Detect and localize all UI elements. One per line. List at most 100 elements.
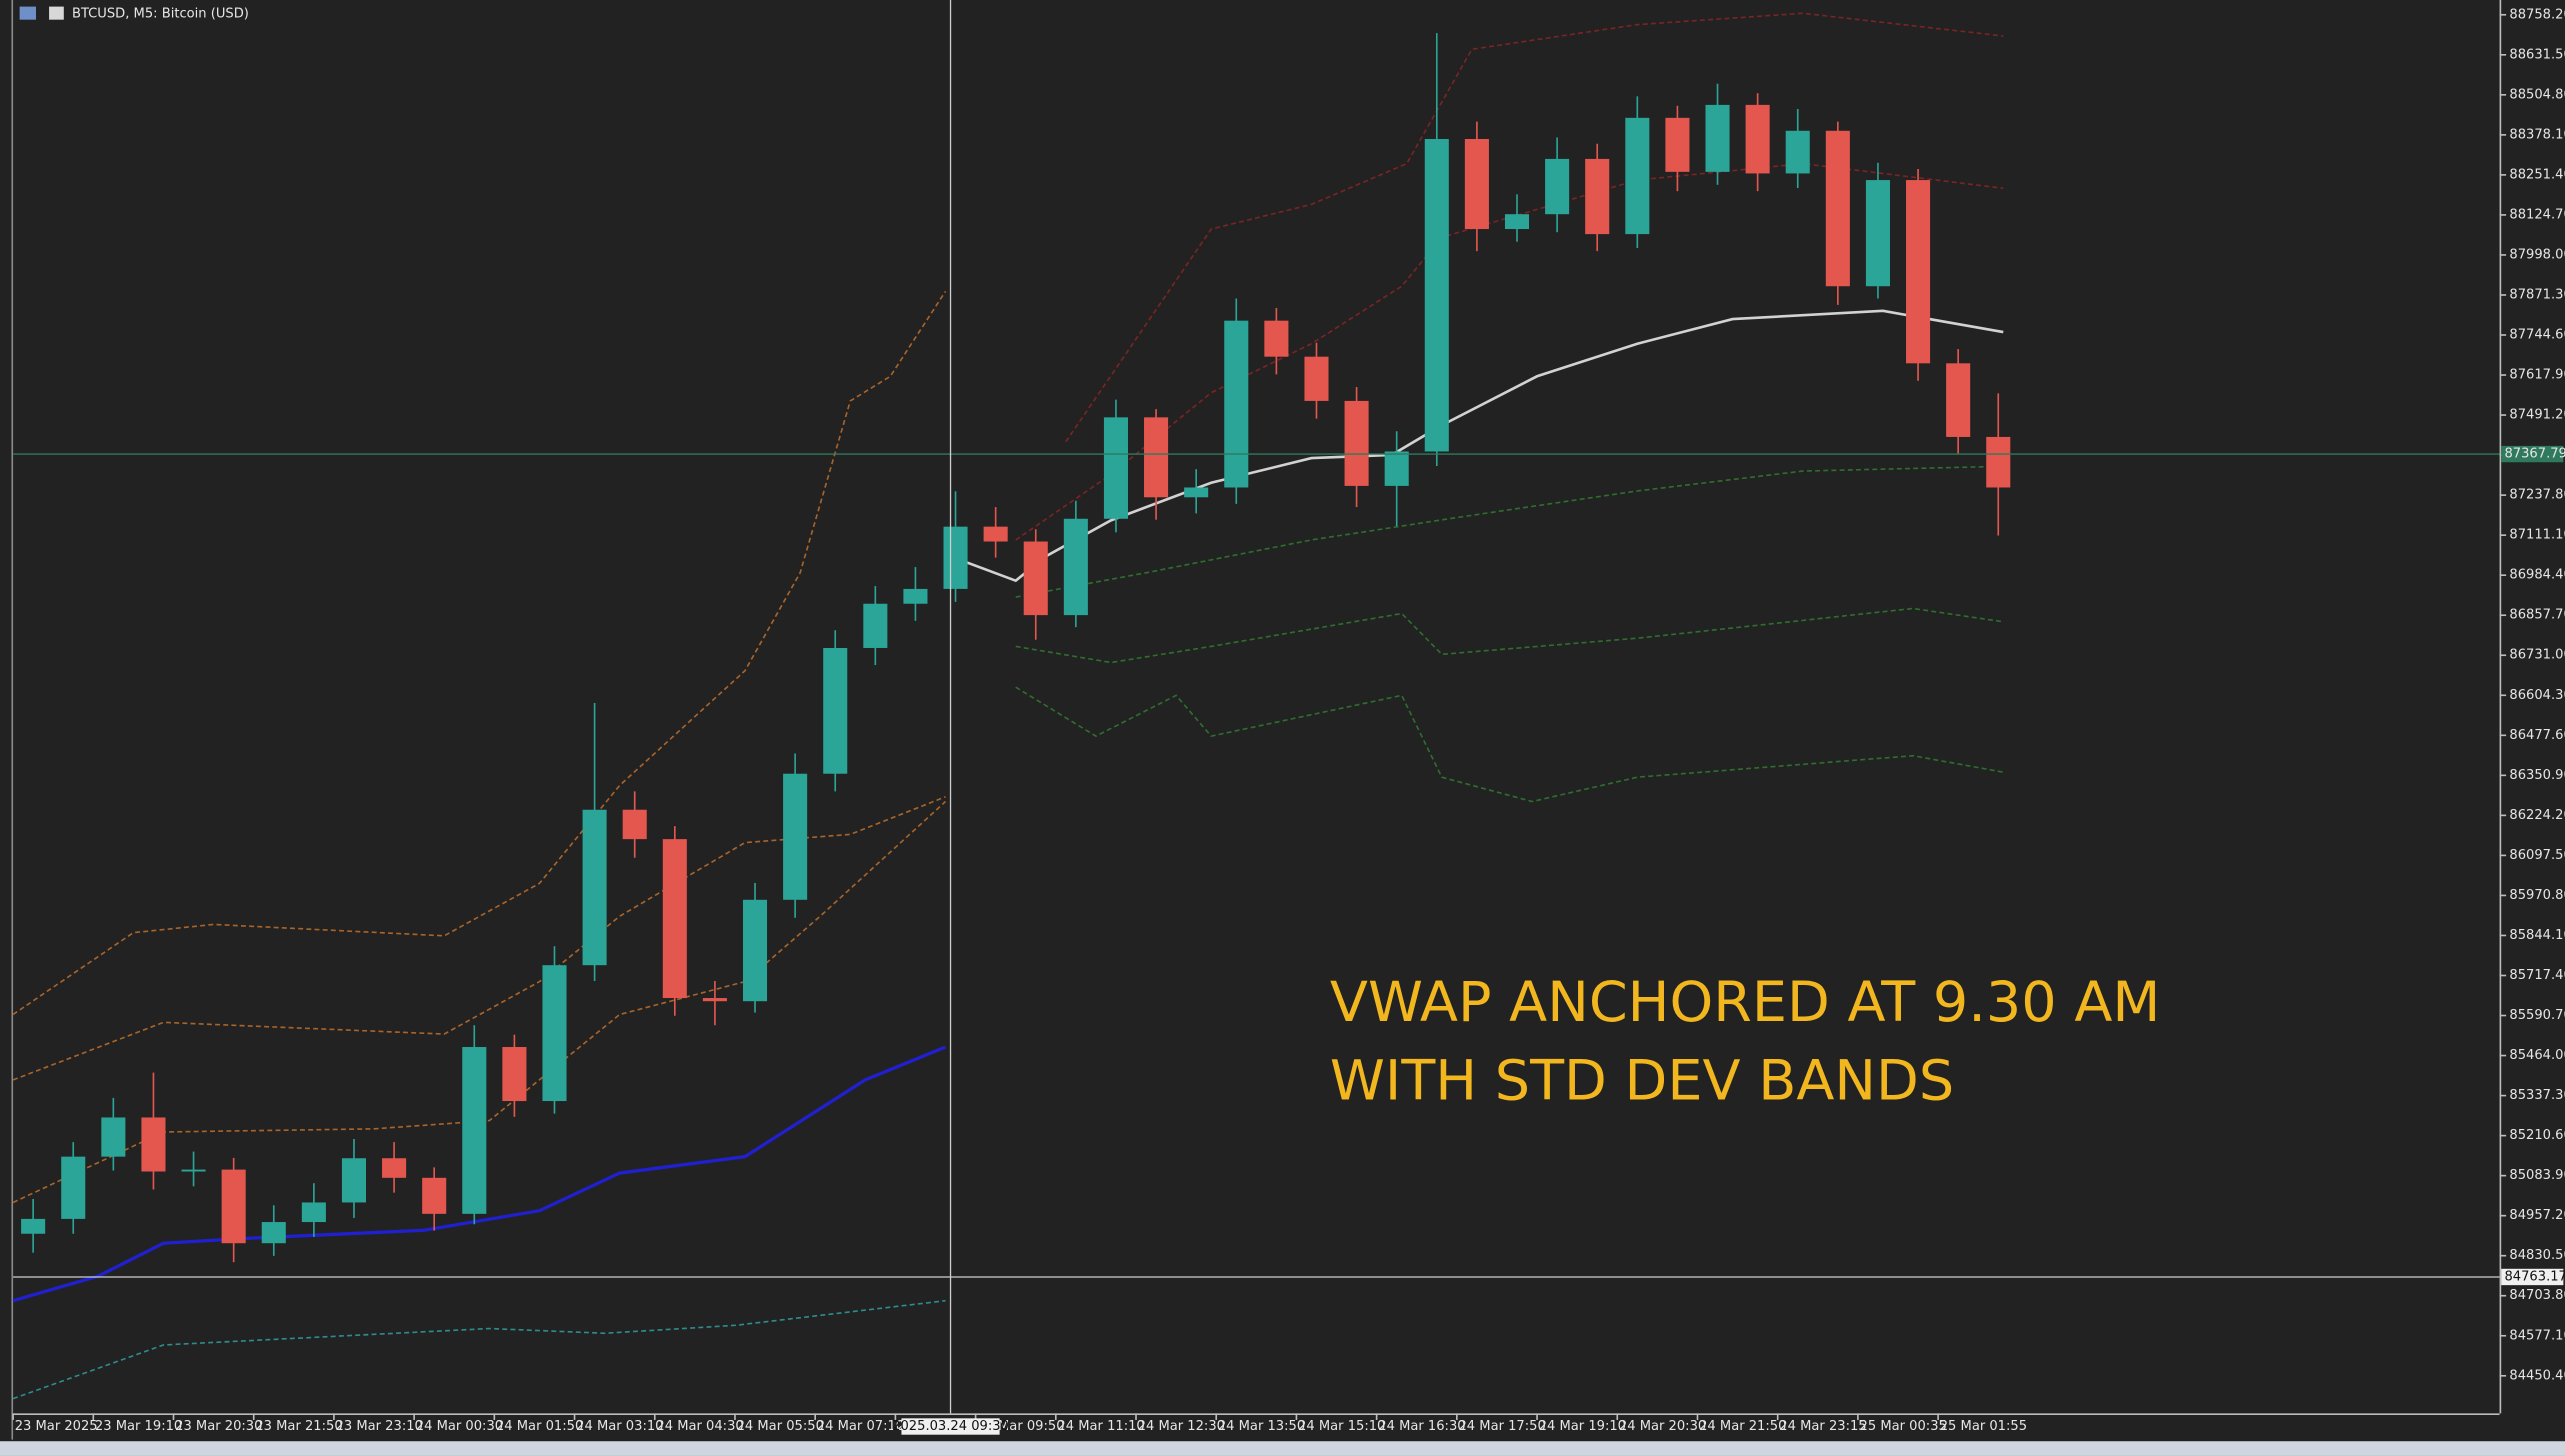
candle-body (903, 588, 928, 604)
x-tick-label: 24 Mar 07:10 (817, 1419, 904, 1434)
candle-body (662, 839, 687, 999)
candle-body (1865, 180, 1890, 287)
candle-body (1705, 104, 1730, 172)
x-tick-label: 24 Mar 19:10 (1539, 1419, 1626, 1434)
overlay-line (12, 290, 947, 1016)
y-tick-label: 86984.40 (2509, 568, 2565, 583)
candle-body (702, 998, 727, 1002)
y-tick-label: 87871.30 (2509, 287, 2565, 302)
x-tick-label: 24 Mar 04:30 (656, 1419, 743, 1434)
x-tick-label: 24 Mar 15:10 (1298, 1419, 1385, 1434)
candle-body (1665, 117, 1690, 172)
crosshair-time-label: 2025.03.24 09:30 (892, 1419, 1009, 1434)
y-tick-label: 87491.20 (2509, 408, 2565, 423)
x-tick-label: 24 Mar 13:50 (1218, 1419, 1305, 1434)
candle-body (221, 1169, 246, 1244)
y-tick-label: 85464.00 (2509, 1048, 2565, 1063)
x-tick-label: 23 Mar 20:30 (175, 1419, 262, 1434)
y-tick-label: 86224.20 (2509, 808, 2565, 823)
y-tick-label: 85083.90 (2509, 1168, 2565, 1183)
x-tick-label: 24 Mar 16:30 (1378, 1419, 1465, 1434)
candle-body (1625, 117, 1650, 235)
candle-body (422, 1177, 447, 1214)
x-tick-label: 24 Mar 12:30 (1138, 1419, 1225, 1434)
candle-body (1545, 158, 1570, 215)
candle-body (542, 965, 567, 1102)
candle-body (943, 526, 968, 589)
candle-body (1344, 400, 1369, 486)
x-tick-label: 23 Mar 21:50 (255, 1419, 342, 1434)
candle-body (181, 1169, 206, 1172)
candle-body (141, 1117, 166, 1172)
candle-body (582, 809, 607, 966)
chart-title: BTCUSD, M5: Bitcoin (USD) (72, 6, 249, 21)
candle-body (1424, 139, 1449, 452)
y-tick-label: 84450.40 (2509, 1368, 2565, 1383)
last-price-label: 87367.79 (2504, 447, 2565, 462)
candle-body (983, 526, 1008, 542)
x-tick-label: 24 Mar 05:50 (737, 1419, 824, 1434)
candle-body (1585, 158, 1610, 235)
x-tick-label: 23 Mar 2025 (15, 1419, 98, 1434)
y-tick-label: 88504.80 (2509, 87, 2565, 102)
candle-body (1384, 451, 1409, 486)
candle-body (1184, 487, 1209, 498)
x-tick-label: 24 Mar 23:15 (1779, 1419, 1866, 1434)
candle-body (1464, 139, 1489, 230)
overlay-line (12, 1045, 947, 1303)
y-tick-label: 85717.40 (2509, 968, 2565, 983)
candle-body (1264, 320, 1289, 357)
y-tick-label: 85970.80 (2509, 888, 2565, 903)
y-tick-label: 88378.10 (2509, 127, 2565, 142)
overlay-line (1015, 686, 2004, 803)
candle-body (1785, 130, 1810, 174)
candle-body (301, 1202, 326, 1223)
y-tick-label: 86857.70 (2509, 608, 2565, 623)
x-tick-label: 25 Mar 00:35 (1860, 1419, 1947, 1434)
overlay-line (12, 1299, 946, 1400)
y-tick-label: 85844.10 (2509, 928, 2565, 943)
candle-body (622, 809, 647, 840)
x-tick-label: 24 Mar 17:50 (1458, 1419, 1545, 1434)
overlay-line (1015, 607, 2004, 664)
candle-body (783, 773, 808, 900)
symbol-icon (49, 6, 64, 20)
overlay-line (12, 796, 946, 1081)
candle-body (1103, 417, 1128, 519)
x-tick-label: 24 Mar 01:50 (496, 1419, 583, 1434)
y-tick-label: 86604.30 (2509, 688, 2565, 703)
candle-body (502, 1047, 527, 1102)
y-tick-label: 86350.90 (2509, 768, 2565, 783)
candle-body (341, 1158, 367, 1203)
x-tick-label: 23 Mar 19:10 (95, 1419, 182, 1434)
annotation: VWAP ANCHORED AT 9.30 AM (1330, 970, 2160, 1035)
y-tick-label: 84830.50 (2509, 1248, 2565, 1263)
y-tick-label: 86731.00 (2509, 648, 2565, 663)
candle-body (382, 1158, 407, 1178)
overlay-line (1065, 12, 2004, 443)
candle-body (823, 647, 848, 774)
candle-body (1946, 363, 1971, 437)
crosshair-price-box (2501, 1268, 2564, 1286)
candle-body (1224, 320, 1249, 488)
y-tick-label: 88251.40 (2509, 167, 2565, 182)
y-tick-label: 87617.90 (2509, 368, 2565, 383)
x-tick-label: 24 Mar 11:10 (1057, 1419, 1144, 1434)
candle-body (1986, 436, 2011, 488)
candle-body (1906, 180, 1931, 364)
menu-icon (19, 6, 36, 20)
y-tick-label: 84957.20 (2509, 1208, 2565, 1223)
y-tick-label: 87237.80 (2509, 488, 2565, 503)
candle-body (1825, 130, 1850, 287)
candle-body (61, 1156, 86, 1219)
overlay-line (1015, 465, 2004, 598)
x-tick-label: 23 Mar 23:10 (336, 1419, 423, 1434)
candle-body (1144, 417, 1169, 498)
candle-body (261, 1222, 286, 1244)
x-tick-label: 24 Mar 20:30 (1619, 1419, 1706, 1434)
candle-body (1504, 214, 1530, 230)
plot-area (12, 12, 2011, 1400)
candle-body (742, 899, 768, 1002)
